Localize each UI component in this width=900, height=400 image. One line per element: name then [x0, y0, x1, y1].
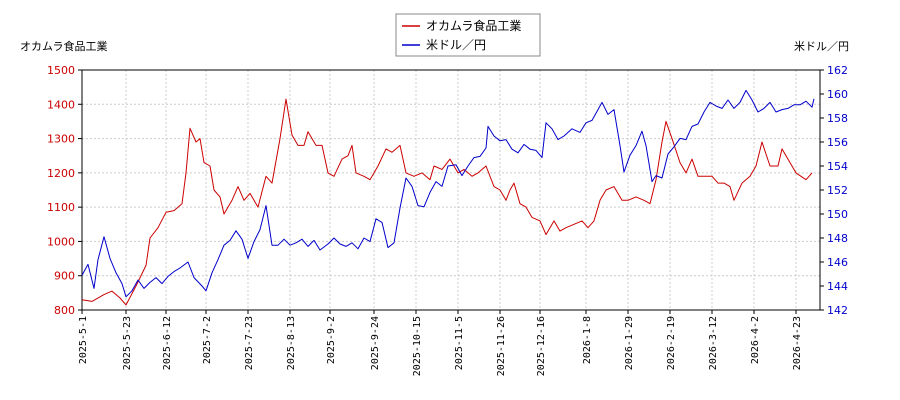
left-tick-label: 900 — [54, 270, 75, 283]
x-tick-label: 2025-8-13 — [286, 316, 297, 370]
x-tick-label: 2026-1-29 — [624, 316, 635, 370]
x-tick-label: 2025-12-16 — [536, 316, 547, 376]
x-tick-label: 2026-4-23 — [792, 316, 803, 370]
x-tick-label: 2025-7-2 — [202, 316, 213, 364]
right-tick-label: 158 — [827, 112, 848, 125]
right-axis-label: 米ドル／円 — [794, 40, 849, 53]
x-tick-label: 2026-1-8 — [582, 316, 593, 364]
right-tick-label: 152 — [827, 184, 848, 197]
left-tick-label: 1200 — [47, 167, 75, 180]
left-tick-label: 1100 — [47, 201, 75, 214]
x-tick-label: 2026-3-12 — [708, 316, 719, 370]
legend-label-stock: オカムラ食品工業 — [426, 18, 521, 33]
series-line-stock — [81, 98, 813, 306]
left-tick-label: 1300 — [47, 133, 75, 146]
x-tick-label: 2025-11-26 — [496, 316, 507, 376]
right-tick-label: 154 — [827, 160, 848, 173]
right-tick-label: 150 — [827, 208, 848, 221]
legend-label-usdjpy: 米ドル／円 — [426, 38, 486, 52]
x-tick-label: 2025-10-15 — [412, 316, 423, 376]
series-layer — [81, 89, 815, 306]
x-tick-label: 2025-5-23 — [122, 316, 133, 370]
x-tick-label: 2025-11-5 — [454, 316, 465, 370]
left-tick-label: 1000 — [47, 235, 75, 248]
right-tick-label: 144 — [827, 280, 848, 293]
left-tick-label: 1400 — [47, 98, 75, 111]
legend-box — [395, 13, 541, 57]
x-tick-label: 2025-7-23 — [244, 316, 255, 370]
right-tick-label: 146 — [827, 256, 848, 269]
legend: オカムラ食品工業 米ドル／円 — [395, 13, 541, 57]
left-axis-label: オカムラ食品工業 — [20, 39, 107, 53]
right-tick-label: 156 — [827, 136, 848, 149]
x-tick-label: 2026-4-2 — [750, 316, 761, 364]
left-tick-label: 800 — [54, 304, 75, 317]
x-tick-label: 2025-9-2 — [326, 316, 337, 364]
right-tick-label: 160 — [827, 88, 848, 101]
left-axis: 800 900 1000 1100 1200 1300 1400 1500 — [47, 64, 82, 317]
series-line-usdjpy — [81, 89, 815, 298]
x-tick-label: 2026-2-19 — [666, 316, 677, 370]
x-tick-label: 2025-5-1 — [78, 316, 89, 364]
left-tick-label: 1500 — [47, 64, 75, 77]
right-axis: 142 144 146 148 150 152 154 156 158 160 162 — [820, 64, 848, 317]
right-tick-label: 148 — [827, 232, 848, 245]
right-tick-label: 142 — [827, 304, 848, 317]
right-tick-label: 162 — [827, 64, 848, 77]
x-axis: 2025-5-1 2025-5-23 2025-6-12 2025-7-2 2025-7… — [78, 310, 803, 376]
x-tick-label: 2025-6-12 — [162, 316, 173, 370]
x-tick-label: 2025-9-24 — [370, 316, 381, 370]
